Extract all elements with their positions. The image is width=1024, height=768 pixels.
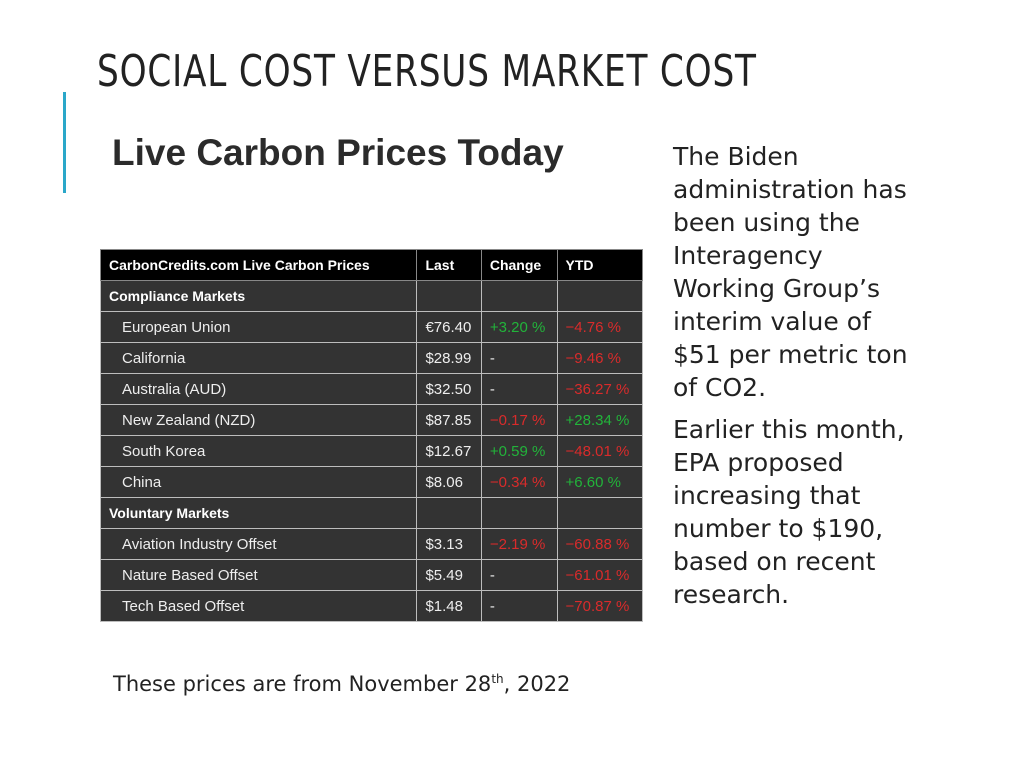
paragraph-epa: Earlier this month, EPA proposed increas… [673, 415, 905, 609]
carbon-prices-table: CarbonCredits.com Live Carbon Prices Las… [99, 249, 644, 622]
ytd-value: +28.34 % [556, 404, 644, 436]
last-price: €76.40 [416, 311, 482, 343]
section-label: Compliance Markets [99, 280, 418, 312]
market-name: Australia (AUD) [99, 373, 418, 405]
change-value: +0.59 % [480, 435, 558, 467]
market-name: Tech Based Offset [99, 590, 418, 622]
accent-bar [63, 92, 66, 193]
table-header-row: CarbonCredits.com Live Carbon Prices Las… [99, 249, 644, 281]
market-name: European Union [99, 311, 418, 343]
market-name: Nature Based Offset [99, 559, 418, 591]
table-row: European Union €76.40 +3.20 % −4.76 % [99, 311, 644, 343]
change-value: −2.19 % [480, 528, 558, 560]
caption-year: , 2022 [503, 672, 571, 696]
last-price: $8.06 [416, 466, 482, 498]
change-value: - [480, 373, 558, 405]
table-row: New Zealand (NZD) $87.85 −0.17 % +28.34 % [99, 404, 644, 436]
empty-cell [480, 280, 558, 312]
empty-cell [556, 280, 644, 312]
market-name: South Korea [99, 435, 418, 467]
side-text: The Biden administration has been using … [673, 140, 913, 620]
section-label: Voluntary Markets [99, 497, 418, 529]
market-name: China [99, 466, 418, 498]
change-value: +3.20 % [480, 311, 558, 343]
last-price: $12.67 [416, 435, 482, 467]
paragraph-biden: The Biden administration has been using … [673, 142, 908, 402]
table-row: China $8.06 −0.34 % +6.60 % [99, 466, 644, 498]
last-price: $3.13 [416, 528, 482, 560]
ytd-value: −48.01 % [556, 435, 644, 467]
table-row: Aviation Industry Offset $3.13 −2.19 % −60.… [99, 528, 644, 560]
change-value: - [480, 342, 558, 374]
ytd-value: −4.76 % [556, 311, 644, 343]
empty-cell [416, 497, 482, 529]
ytd-value: −70.87 % [556, 590, 644, 622]
market-name: Aviation Industry Offset [99, 528, 418, 560]
table-row: Australia (AUD) $32.50- −36.27 % [99, 373, 644, 405]
caption-text: These prices are from November 28 [113, 672, 492, 696]
empty-cell [556, 497, 644, 529]
ytd-value: −61.01 % [556, 559, 644, 591]
slide-title: SOCIAL COST VERSUS MARKET COST [97, 46, 757, 97]
table-row: South Korea $12.67 +0.59 % −48.01 % [99, 435, 644, 467]
change-value: −0.34 % [480, 466, 558, 498]
header-last: Last [416, 249, 482, 281]
ytd-value: −36.27 % [556, 373, 644, 405]
market-name: California [99, 342, 418, 374]
empty-cell [416, 280, 482, 312]
change-value: −0.17 % [480, 404, 558, 436]
ytd-value: −60.88 % [556, 528, 644, 560]
table-heading: Live Carbon Prices Today [112, 132, 564, 173]
last-price: $1.48 [416, 590, 482, 622]
change-value: - [480, 559, 558, 591]
header-market: CarbonCredits.com Live Carbon Prices [99, 249, 418, 281]
date-caption: These prices are from November 28th, 202… [113, 672, 570, 696]
last-price: $5.49 [416, 559, 482, 591]
market-name: New Zealand (NZD) [99, 404, 418, 436]
ytd-value: −9.46 % [556, 342, 644, 374]
header-ytd: YTD [556, 249, 644, 281]
last-price: $87.85 [416, 404, 482, 436]
table-row: California $28.99- −9.46 % [99, 342, 644, 374]
last-price: $32.50 [416, 373, 482, 405]
header-change: Change [480, 249, 558, 281]
table-row: Nature Based Offset $5.49- −61.01 % [99, 559, 644, 591]
change-value: - [480, 590, 558, 622]
empty-cell [480, 497, 558, 529]
caption-sup: th [491, 672, 504, 686]
section-row: Compliance Markets [99, 280, 644, 312]
section-row: Voluntary Markets [99, 497, 644, 529]
last-price: $28.99 [416, 342, 482, 374]
table-row: Tech Based Offset $1.48- −70.87 % [99, 590, 644, 622]
ytd-value: +6.60 % [556, 466, 644, 498]
